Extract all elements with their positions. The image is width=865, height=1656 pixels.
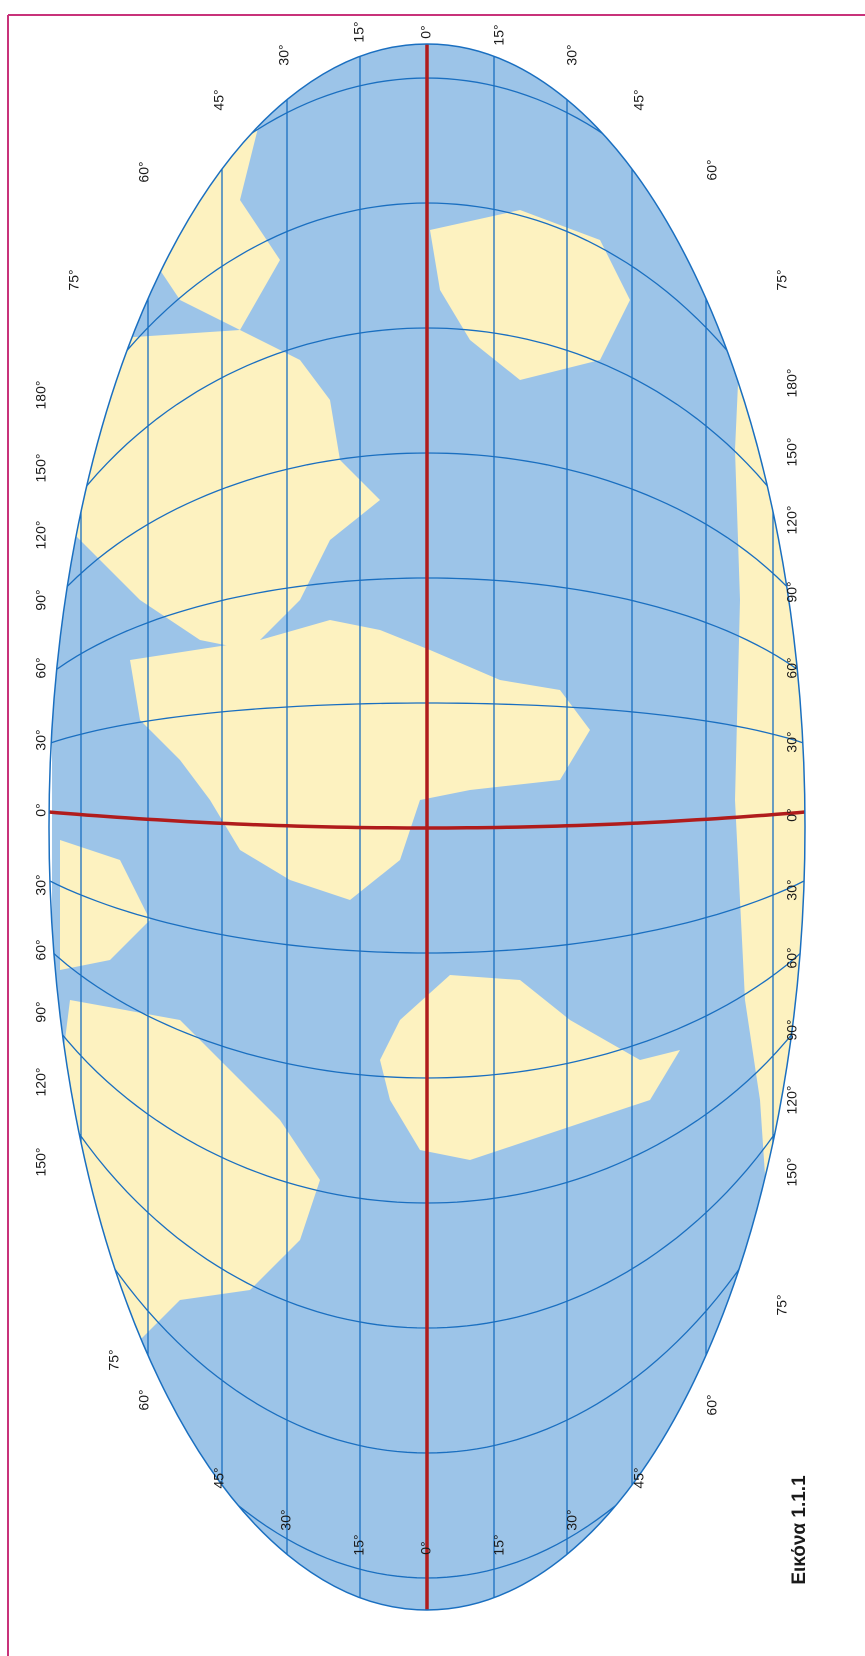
land-mass <box>430 210 630 380</box>
land-mass <box>60 840 150 970</box>
degree-label: 120° <box>784 506 800 535</box>
degree-label: 60° <box>136 161 152 182</box>
degree-label: 30° <box>784 731 800 752</box>
degree-label: 75° <box>106 1349 122 1370</box>
degree-label: 180° <box>33 381 49 410</box>
degree-label: 90° <box>784 1019 800 1040</box>
degree-label: 30° <box>784 879 800 900</box>
graticule-labels: 75° 60° 45° 30° 15° 0° 15° 30° 45° 60° 75° 75° 60° 45… <box>33 21 800 1555</box>
globe <box>49 44 805 1610</box>
degree-label: 60° <box>136 1389 152 1410</box>
degree-label: 45° <box>631 89 647 110</box>
degree-label: 75° <box>66 269 82 290</box>
degree-label: 30° <box>564 44 580 65</box>
degree-label: 150° <box>33 1148 49 1177</box>
degree-label: 75° <box>774 269 790 290</box>
degree-label: 180° <box>784 369 800 398</box>
degree-label: 15° <box>491 24 507 45</box>
degree-label: 0° <box>418 25 434 38</box>
degree-label: 60° <box>704 159 720 180</box>
degree-label: 30° <box>33 874 49 895</box>
degree-label: 30° <box>564 1509 580 1530</box>
degree-label: 30° <box>276 44 292 65</box>
figure-caption: Εικόνα 1.1.1 <box>789 1475 810 1585</box>
degree-label: 15° <box>491 1534 507 1555</box>
degree-label: 60° <box>784 657 800 678</box>
degree-label: 30° <box>278 1509 294 1530</box>
degree-label: 150° <box>33 454 49 483</box>
degree-label: 15° <box>351 21 367 42</box>
degree-label: 15° <box>351 1534 367 1555</box>
degree-label: 45° <box>631 1467 647 1488</box>
degree-label: 0° <box>33 803 49 816</box>
prime-meridian <box>49 810 805 830</box>
degree-label: 60° <box>33 939 49 960</box>
degree-label: 0° <box>784 808 800 821</box>
degree-label: 60° <box>784 947 800 968</box>
degree-label: 60° <box>704 1394 720 1415</box>
degree-label: 90° <box>33 1001 49 1022</box>
land-mass <box>380 975 680 1160</box>
degree-label: 45° <box>211 89 227 110</box>
degree-label: 120° <box>33 521 49 550</box>
land-mass <box>60 1000 320 1340</box>
degree-label: 90° <box>33 589 49 610</box>
degree-label: 0° <box>418 1541 434 1554</box>
degree-label: 60° <box>33 657 49 678</box>
globe-outline <box>48 43 806 1611</box>
degree-label: 45° <box>211 1467 227 1488</box>
degree-label: 120° <box>33 1068 49 1097</box>
degree-label: 30° <box>33 729 49 750</box>
degree-label: 120° <box>784 1086 800 1115</box>
degree-label: 150° <box>784 438 800 467</box>
degree-label: 150° <box>784 1158 800 1187</box>
degree-label: 75° <box>774 1294 790 1315</box>
degree-label: 90° <box>784 581 800 602</box>
